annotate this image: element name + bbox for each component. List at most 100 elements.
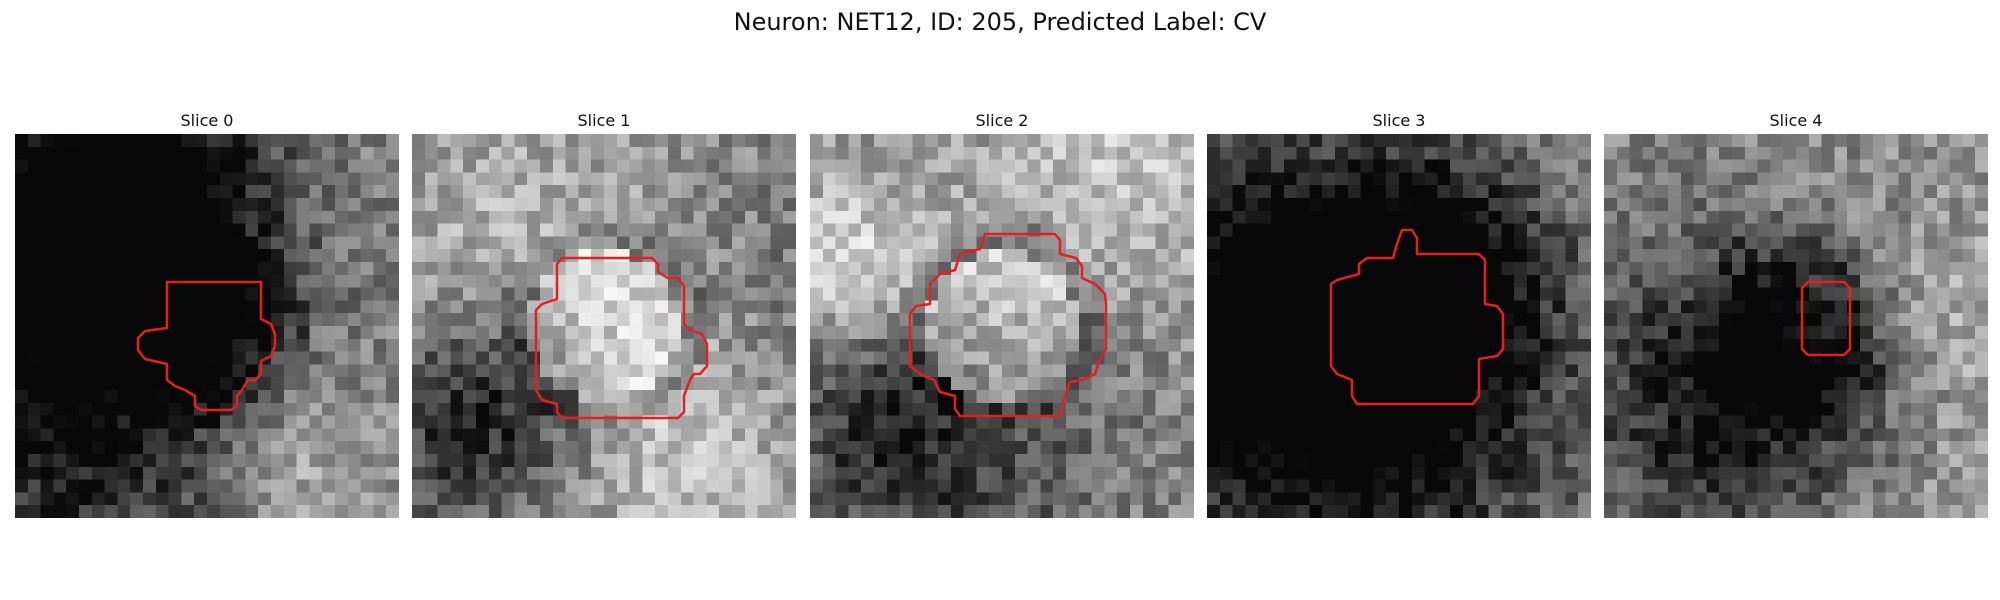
image-pixel: [950, 146, 965, 161]
image-pixel: [912, 287, 926, 301]
image-pixel: [810, 198, 824, 212]
image-pixel: [1386, 390, 1400, 404]
image-pixel: [1335, 454, 1349, 468]
image-pixel: [1399, 262, 1413, 276]
image-pixel: [822, 428, 837, 442]
image-pixel: [1924, 236, 1938, 250]
image-pixel: [1975, 415, 1988, 429]
image-pixel: [1258, 262, 1272, 276]
image-pixel: [886, 441, 901, 455]
image-pixel: [1360, 223, 1374, 237]
image-pixel: [1411, 466, 1426, 481]
image-pixel: [1911, 300, 1925, 314]
image-pixel: [616, 210, 631, 225]
image-pixel: [912, 428, 926, 442]
image-pixel: [925, 146, 939, 161]
image-pixel: [706, 351, 720, 365]
image-pixel: [412, 466, 426, 481]
image-pixel: [1527, 492, 1541, 506]
image-pixel: [245, 146, 259, 161]
image-pixel: [732, 338, 746, 353]
image-pixel: [540, 287, 554, 301]
image-pixel: [899, 274, 913, 289]
image-pixel: [1066, 172, 1080, 186]
image-pixel: [1296, 134, 1310, 148]
image-pixel: [27, 402, 42, 417]
image-pixel: [1091, 262, 1105, 276]
image-pixel: [810, 326, 824, 340]
image-pixel: [1616, 249, 1631, 263]
image-pixel: [886, 428, 901, 442]
image-pixel: [578, 146, 592, 161]
image-pixel: [1296, 454, 1310, 468]
image-pixel: [1360, 454, 1374, 468]
image-pixel: [1014, 287, 1029, 301]
image-pixel: [1655, 479, 1669, 493]
image-pixel: [1091, 479, 1105, 493]
image-pixel: [527, 274, 541, 289]
image-pixel: [1770, 300, 1784, 314]
image-pixel: [1002, 351, 1016, 365]
image-pixel: [1680, 454, 1695, 468]
image-pixel: [848, 300, 862, 314]
image-pixel: [424, 390, 439, 404]
image-pixel: [1757, 198, 1771, 212]
image-pixel: [335, 210, 349, 225]
image-pixel: [1322, 428, 1336, 442]
image-pixel: [770, 172, 784, 186]
image-pixel: [655, 466, 669, 481]
image-pixel: [1399, 479, 1413, 493]
image-pixel: [1732, 210, 1746, 225]
image-pixel: [950, 466, 965, 481]
image-pixel: [1975, 236, 1988, 250]
image-pixel: [680, 479, 695, 493]
image-pixel: [1399, 249, 1413, 263]
image-pixel: [1309, 441, 1323, 455]
image-pixel: [53, 454, 67, 468]
image-pixel: [770, 454, 784, 468]
image-pixel: [591, 134, 605, 148]
image-pixel: [15, 492, 29, 506]
image-pixel: [1770, 262, 1784, 276]
image-pixel: [1642, 185, 1656, 199]
image-pixel: [219, 454, 234, 468]
image-pixel: [360, 326, 374, 340]
image-pixel: [719, 210, 733, 225]
image-pixel: [1142, 185, 1157, 199]
image-pixel: [783, 210, 796, 225]
image-pixel: [1680, 249, 1695, 263]
image-pixel: [1975, 210, 1988, 225]
image-pixel: [976, 390, 990, 404]
image-pixel: [1770, 249, 1784, 263]
image-pixel: [1322, 492, 1336, 506]
image-pixel: [1860, 364, 1874, 378]
image-pixel: [1642, 313, 1656, 327]
image-pixel: [1539, 236, 1554, 250]
image-pixel: [1642, 262, 1656, 276]
image-pixel: [1706, 326, 1720, 340]
image-pixel: [1719, 326, 1733, 340]
image-pixel: [130, 210, 144, 225]
image-pixel: [783, 351, 796, 365]
image-pixel: [1732, 313, 1746, 327]
image-pixel: [181, 351, 195, 365]
image-pixel: [1475, 479, 1490, 493]
image-pixel: [1898, 390, 1912, 404]
image-pixel: [360, 210, 374, 225]
image-pixel: [1872, 466, 1887, 481]
image-pixel: [386, 338, 399, 353]
image-pixel: [1911, 159, 1925, 173]
image-pixel: [757, 249, 771, 263]
image-pixel: [1911, 274, 1925, 289]
slice-panel-0: Slice 0: [15, 108, 399, 518]
image-pixel: [1578, 172, 1591, 186]
image-pixel: [938, 351, 952, 365]
image-pixel: [1424, 274, 1438, 289]
image-pixel: [1130, 402, 1144, 417]
image-pixel: [296, 172, 310, 186]
image-pixel: [1450, 159, 1464, 173]
image-pixel: [1924, 172, 1938, 186]
image-pixel: [1104, 223, 1118, 237]
image-pixel: [1552, 466, 1566, 481]
image-pixel: [488, 134, 503, 148]
